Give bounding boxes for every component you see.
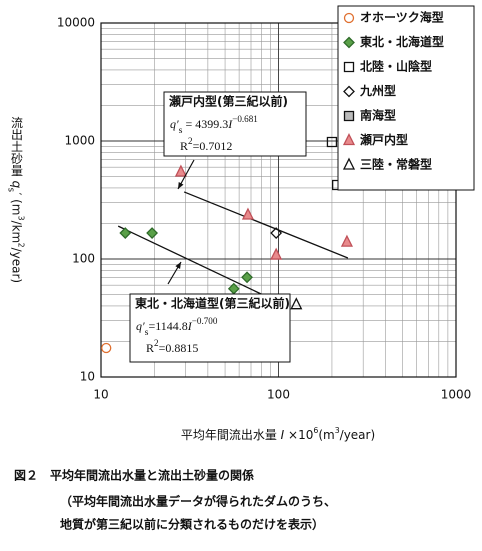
data-point: [146, 227, 159, 239]
text-part: /year): [340, 428, 376, 442]
text-part: 流出土砂量: [10, 116, 24, 180]
data-point: [119, 227, 132, 239]
text-part: I: [227, 117, 233, 131]
text-part: 3: [17, 215, 26, 220]
arrow-head: [175, 262, 181, 269]
annotation-equation: q′s = 4399.3I−0.681: [170, 114, 258, 136]
text-part: 2: [154, 338, 159, 348]
text-part: R: [180, 139, 188, 153]
y-tick-label: 10000: [57, 16, 95, 30]
data-point: [340, 234, 353, 247]
annotation-title: 東北・北海道型(第三紀以前): [135, 296, 290, 311]
legend-label: 南海型: [360, 108, 396, 123]
data-point: [326, 136, 338, 148]
plot-frame: [100, 22, 457, 378]
legend-marker: [343, 61, 355, 73]
data-point: [270, 247, 283, 260]
data-point: [290, 297, 303, 310]
legend-label: 東北・北海道型: [360, 34, 444, 49]
text-part: /year): [10, 248, 24, 284]
text-part: 2: [17, 243, 26, 248]
x-tick-label: 10: [93, 388, 108, 402]
text-part: =0.8815: [159, 341, 199, 355]
y-tick-label: 1000: [64, 134, 95, 148]
legend-marker: [342, 157, 356, 170]
annotation-title: 瀬戸内型(第三紀以前): [168, 94, 288, 109]
annotation-box: [129, 293, 291, 363]
text-part: 平均年間流出水量: [181, 428, 281, 442]
annotation-r2: R2=0.7012: [180, 136, 232, 153]
arrow-head: [178, 182, 184, 189]
text-part: ′: [176, 117, 179, 131]
caption-note: （平均年間流出水量データが得られたダムのうち、: [60, 494, 336, 509]
y-tick-label: 10: [80, 370, 95, 384]
legend-marker: [343, 36, 355, 49]
legend-marker: [343, 85, 355, 98]
text-part: 6: [313, 426, 318, 435]
text-part: ′: [142, 319, 145, 333]
legend-marker: [343, 12, 355, 24]
text-part: s: [145, 327, 149, 338]
text-part: I: [281, 428, 285, 442]
legend-box: [337, 5, 475, 191]
annotation-r2: R2=0.8815: [146, 338, 198, 355]
text-part: s: [179, 125, 183, 136]
legend-label: 瀬戸内型: [359, 132, 408, 147]
data-point: [101, 342, 112, 354]
caption-note: 地質が第三紀以前に分類されるものだけを表示）: [60, 517, 324, 532]
x-axis-label: 平均年間流出水量 I ×106(m3/year): [181, 426, 375, 442]
data-point: [241, 207, 255, 220]
text-part: s: [7, 188, 17, 192]
fit-line: [183, 191, 349, 259]
annotation-equation: q′s=1144.8I−0.700: [136, 316, 218, 338]
y-tick-label: 100: [72, 252, 95, 266]
text-part: q: [10, 180, 24, 188]
text-part: ×10: [284, 428, 313, 442]
legend-label: オホーツク海型: [360, 10, 444, 25]
data-point: [174, 164, 187, 177]
y-axis-label: 流出土砂量 q s ′ (m 3/km 2/year): [7, 116, 26, 283]
x-tick-label: 100: [267, 388, 290, 402]
legend-marker: [343, 110, 355, 122]
text-part: =1144.8: [148, 319, 187, 333]
legend-label: 北陸・山陰型: [360, 59, 432, 74]
data-point: [270, 227, 283, 239]
text-part: I: [187, 319, 193, 333]
caption: 図２ 平均年間流出水量と流出土砂量の関係: [14, 468, 254, 483]
text-part: =0.7012: [193, 139, 233, 153]
text-part: −0.681: [232, 114, 258, 124]
text-part: R: [146, 341, 154, 355]
legend-label: 三陸・常磐型: [360, 157, 432, 172]
text-part: 2: [188, 136, 193, 146]
legend-label: 九州型: [359, 83, 396, 98]
x-tick-label: 1000: [441, 388, 472, 402]
text-part: ′ (m: [10, 192, 24, 215]
legend-marker: [342, 133, 356, 146]
fit-line: [117, 225, 279, 303]
text-part: /km: [10, 220, 24, 243]
text-part: (m: [318, 428, 334, 442]
text-part: q: [170, 117, 176, 131]
text-part: 3: [335, 426, 340, 435]
text-part: = 4399.3: [182, 117, 228, 131]
annotation-box: [163, 91, 307, 157]
text-part: −0.700: [192, 316, 218, 326]
text-part: q: [136, 319, 142, 333]
data-point: [241, 271, 253, 284]
